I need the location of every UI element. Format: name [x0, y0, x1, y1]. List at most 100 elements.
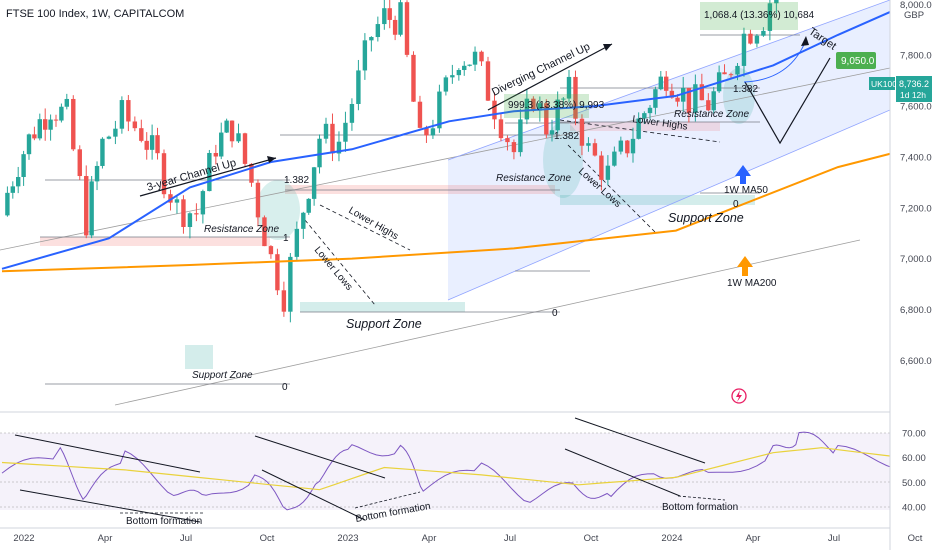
candle-bull — [89, 181, 94, 236]
candle-bull — [741, 33, 747, 66]
candle-bear — [573, 76, 578, 119]
candle-bear — [32, 134, 37, 139]
candle-bear — [669, 90, 675, 98]
bottom-formation-label-3: Bottom formation — [662, 502, 738, 513]
candle-bull — [430, 128, 436, 136]
price-tick-label: 7,400.0 — [900, 152, 932, 163]
projection-path — [744, 57, 831, 145]
dashed-trend-1 — [319, 204, 411, 251]
channel-arrow-2-head — [603, 44, 612, 51]
resistance-zone-band-2 — [285, 185, 555, 194]
candle-bear — [699, 84, 705, 101]
channel-bottom-line — [114, 239, 861, 406]
resistance-zone-band-3 — [570, 122, 720, 131]
candle-bear — [71, 98, 76, 150]
candle-bull — [48, 119, 53, 130]
candle-bull — [443, 77, 449, 92]
candle-bull — [100, 138, 105, 166]
candle-bear — [592, 143, 598, 156]
candle-bull — [681, 87, 686, 102]
resistance-zone-band-1 — [40, 237, 270, 246]
candle-bull — [64, 98, 69, 107]
candle-bull — [224, 120, 229, 133]
candle-bull — [207, 152, 212, 192]
time-tick-label: Jul — [828, 533, 840, 544]
chart-title: FTSE 100 Index, 1W, CAPITALCOM — [6, 8, 184, 20]
diverging-lower-line — [447, 109, 891, 301]
fib-label-0-c: 0 — [733, 199, 739, 210]
candle-bull — [113, 128, 118, 137]
resistance-label-2: Resistance Zone — [496, 173, 571, 184]
candle-bear — [664, 76, 669, 91]
rsi-axis-ticks: 40.00 50.00 60.00 70.00 — [902, 428, 926, 513]
candle-bear — [728, 74, 734, 76]
candle-bear — [144, 140, 149, 150]
rsi-tick-label: 50.00 — [902, 478, 926, 489]
time-tick-label: Apr — [98, 533, 113, 544]
ma50-arrow — [735, 165, 751, 184]
measure1-label: 999.3 (13.38%) 9,993 — [508, 100, 605, 111]
candle-bull — [754, 35, 760, 44]
price-tick-label: 7,000.0 — [900, 254, 932, 265]
candle-bear — [132, 121, 138, 129]
candle-bear — [599, 155, 604, 180]
candle-bear — [139, 128, 144, 141]
candle-bear — [84, 176, 89, 236]
candle-bull — [462, 65, 467, 71]
candle-bull — [106, 136, 112, 139]
candle-bear — [262, 217, 267, 247]
measure2-box — [700, 2, 798, 30]
candle-bull — [317, 138, 322, 168]
candle-bull — [450, 75, 455, 78]
rsi-trend-3b — [564, 448, 681, 497]
price-tick-label: 6,600.0 — [900, 356, 932, 367]
support-label-small: Support Zone — [192, 370, 253, 381]
candle-bull — [761, 30, 766, 36]
candle-bear — [392, 19, 398, 35]
support-label-mid: Support Zone — [346, 317, 422, 331]
measure1-box — [504, 94, 589, 118]
target-badge-bg — [836, 52, 876, 69]
candle-bull — [767, 3, 773, 31]
candle-bull — [549, 130, 555, 135]
candle-bull — [301, 212, 306, 229]
candle-bull — [236, 133, 241, 142]
candle-bear — [53, 119, 59, 121]
time-tick-label: Oct — [908, 533, 923, 544]
candle-bear — [155, 135, 160, 154]
candle-bull — [735, 65, 740, 75]
time-axis-ticks: 2022AprJulOct2023AprJulOct2024AprJulOct2… — [13, 533, 923, 544]
price-badge-bg — [896, 76, 932, 102]
candle-bear — [675, 97, 680, 102]
candle-bull — [10, 186, 15, 193]
candle-bull — [323, 123, 329, 139]
price-badge: 8,736.2 — [899, 79, 929, 89]
candle-bull — [398, 2, 403, 35]
candle-bear — [417, 101, 423, 128]
fib-label-1382-c: 1.382 — [733, 84, 758, 95]
support-zone-band-3 — [560, 195, 755, 205]
support-label-right: Support Zone — [668, 211, 744, 225]
candle-bear — [748, 33, 753, 44]
candle-bull — [375, 24, 381, 38]
candle-bull — [561, 98, 566, 100]
measure2-label: 1,068.4 (13.36%) 10,684 — [704, 10, 815, 21]
dashed-trend-2 — [304, 219, 376, 306]
candle-bear — [686, 87, 692, 113]
candle-bull — [200, 191, 206, 215]
candle-bull — [356, 70, 361, 104]
candle-bull — [349, 103, 355, 123]
candle-bull — [555, 99, 560, 131]
candle-bull — [693, 84, 698, 113]
rsi-trend-2b — [261, 469, 366, 521]
resistance-label-3: Resistance Zone — [674, 109, 749, 120]
candle-bull — [149, 135, 155, 150]
rsi-tick-label: 70.00 — [902, 428, 926, 439]
candle-bull — [5, 192, 10, 216]
candle-bull — [612, 151, 617, 166]
candle-bull — [658, 76, 663, 90]
channel-top-line — [0, 67, 891, 251]
candle-bull — [21, 154, 26, 178]
rsi-trend-3a — [574, 417, 706, 464]
candle-bull — [362, 40, 368, 71]
